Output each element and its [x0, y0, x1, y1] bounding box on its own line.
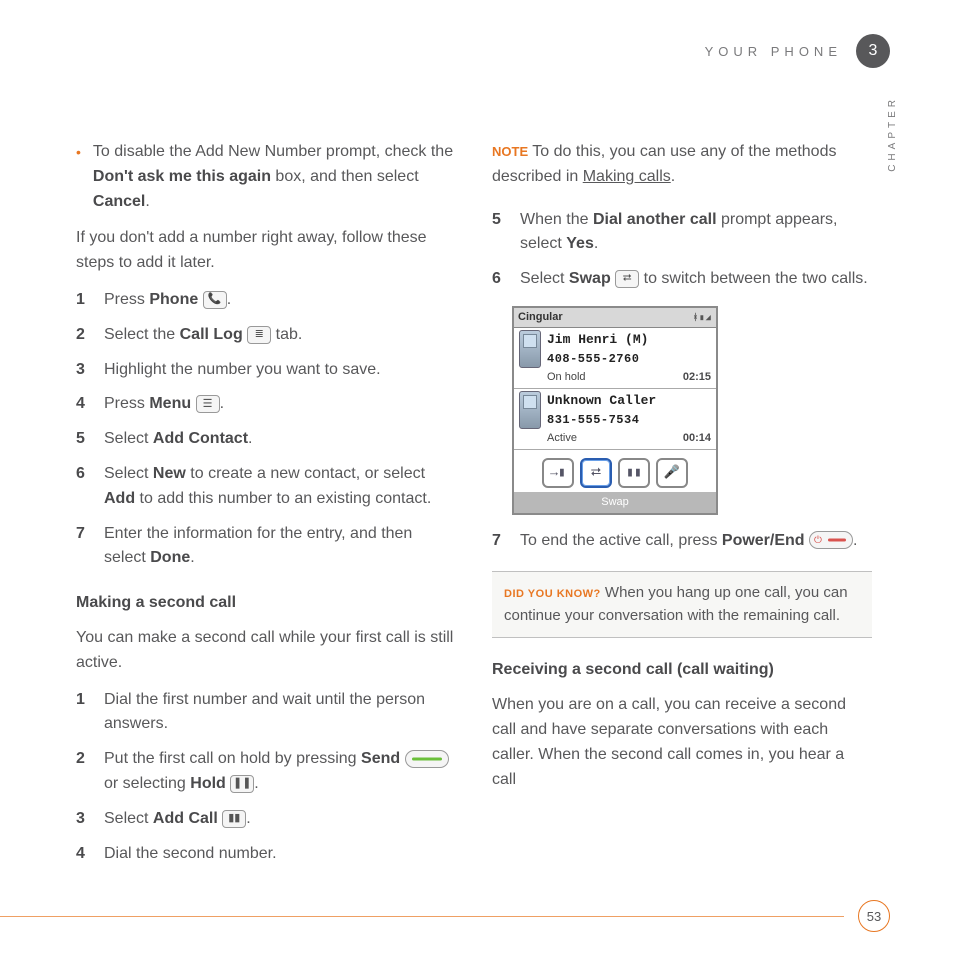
note-label: NOTE [492, 144, 528, 159]
hold-icon: ❚❚ [230, 775, 254, 793]
footer-rule [0, 916, 844, 917]
phone-btn-swap[interactable]: ⮂ [580, 458, 612, 488]
chapter-side-label: CHAPTER [887, 96, 898, 172]
paragraph: You can make a second call while your fi… [76, 626, 456, 676]
phone-icon: 📞 [203, 291, 227, 309]
section-heading: Making a second call [76, 591, 456, 616]
page-header: YOUR PHONE 3 [705, 34, 890, 68]
call-status: On hold [547, 369, 586, 386]
step-6: 6 Select New to create a new contact, or… [76, 462, 456, 512]
step-number: 3 [76, 358, 92, 383]
content-columns: • To disable the Add New Number prompt, … [76, 140, 890, 876]
phone-btn-mic[interactable]: 🎤 [656, 458, 688, 488]
step-2: 2 Select the Call Log ≣ tab. [76, 323, 456, 348]
step-1b: 1 Dial the first number and wait until t… [76, 688, 456, 738]
add-call-icon: ▮▮ [222, 810, 246, 828]
step-4: 4 Press Menu ☰. [76, 392, 456, 417]
step-7r: 7 To end the active call, press Power/En… [492, 529, 872, 554]
step-4b: 4 Dial the second number. [76, 842, 456, 867]
phone-device-icon [519, 330, 541, 368]
step-1: 1 Press Phone 📞. [76, 288, 456, 313]
bullet-text: To disable the Add New Number prompt, ch… [93, 140, 456, 214]
bullet-item: • To disable the Add New Number prompt, … [76, 140, 456, 214]
call-log-icon: ≣ [247, 326, 271, 344]
carrier-label: Cingular [518, 309, 563, 326]
did-you-know-box: DID YOU KNOW? When you hang up one call,… [492, 571, 872, 638]
phone-btn-1[interactable]: →▮ [542, 458, 574, 488]
phone-screenshot: Cingular ᚼ▮◢ Jim Henri (M) 408-555-2760 … [512, 306, 718, 515]
menu-icon: ☰ [196, 395, 220, 413]
caller-name: Jim Henri (M) [547, 330, 711, 350]
step-3: 3 Highlight the number you want to save. [76, 358, 456, 383]
step-number: 1 [76, 288, 92, 313]
chapter-number-circle: 3 [856, 34, 890, 68]
swap-icon: ⮂ [615, 270, 639, 288]
section-title: YOUR PHONE [705, 44, 842, 59]
call-time: 02:15 [683, 369, 711, 386]
dyk-label: DID YOU KNOW? [504, 588, 601, 600]
making-calls-link[interactable]: Making calls [583, 168, 671, 185]
caller-name: Unknown Caller [547, 391, 711, 411]
step-number: 7 [492, 529, 508, 554]
page-footer: 53 [0, 900, 890, 932]
chapter-number: 3 [869, 42, 878, 60]
step-3b: 3 Select Add Call ▮▮. [76, 807, 456, 832]
paragraph: When you are on a call, you can receive … [492, 693, 872, 792]
step-number: 2 [76, 323, 92, 348]
phone-button-row: →▮ ⮂ ▮▮ 🎤 [514, 450, 716, 492]
step-number: 2 [76, 747, 92, 797]
phone-status-bar: Cingular ᚼ▮◢ [514, 308, 716, 328]
step-number: 1 [76, 688, 92, 738]
page: YOUR PHONE 3 CHAPTER • To disable the Ad… [0, 0, 954, 954]
caller-number: 408-555-2760 [547, 350, 711, 369]
call-status: Active [547, 430, 577, 447]
page-number: 53 [867, 909, 881, 924]
step-number: 7 [76, 522, 92, 572]
section-heading: Receiving a second call (call waiting) [492, 658, 872, 683]
step-number: 5 [76, 427, 92, 452]
phone-device-icon [519, 391, 541, 429]
phone-footer-label: Swap [514, 492, 716, 513]
note-paragraph: NOTE To do this, you can use any of the … [492, 140, 872, 190]
caller-number: 831-555-7534 [547, 411, 711, 430]
page-number-circle: 53 [858, 900, 890, 932]
step-6r: 6 Select Swap ⮂ to switch between the tw… [492, 267, 872, 292]
step-5r: 5 When the Dial another call prompt appe… [492, 208, 872, 258]
call-entry-2: Unknown Caller 831-555-7534 Active 00:14 [514, 389, 716, 450]
bullet-dot-icon: • [76, 140, 81, 214]
step-number: 6 [76, 462, 92, 512]
step-7: 7 Enter the information for the entry, a… [76, 522, 456, 572]
signal-icons: ᚼ▮◢ [693, 311, 712, 325]
step-number: 4 [76, 842, 92, 867]
step-number: 3 [76, 807, 92, 832]
step-number: 6 [492, 267, 508, 292]
right-column: NOTE To do this, you can use any of the … [492, 140, 872, 876]
power-end-icon [809, 531, 853, 549]
step-number: 5 [492, 208, 508, 258]
phone-btn-3[interactable]: ▮▮ [618, 458, 650, 488]
call-entry-1: Jim Henri (M) 408-555-2760 On hold 02:15 [514, 328, 716, 389]
send-button-icon [405, 750, 449, 768]
call-time: 00:14 [683, 430, 711, 447]
step-5: 5 Select Add Contact. [76, 427, 456, 452]
left-column: • To disable the Add New Number prompt, … [76, 140, 456, 876]
step-number: 4 [76, 392, 92, 417]
paragraph: If you don't add a number right away, fo… [76, 226, 456, 276]
step-2b: 2 Put the first call on hold by pressing… [76, 747, 456, 797]
